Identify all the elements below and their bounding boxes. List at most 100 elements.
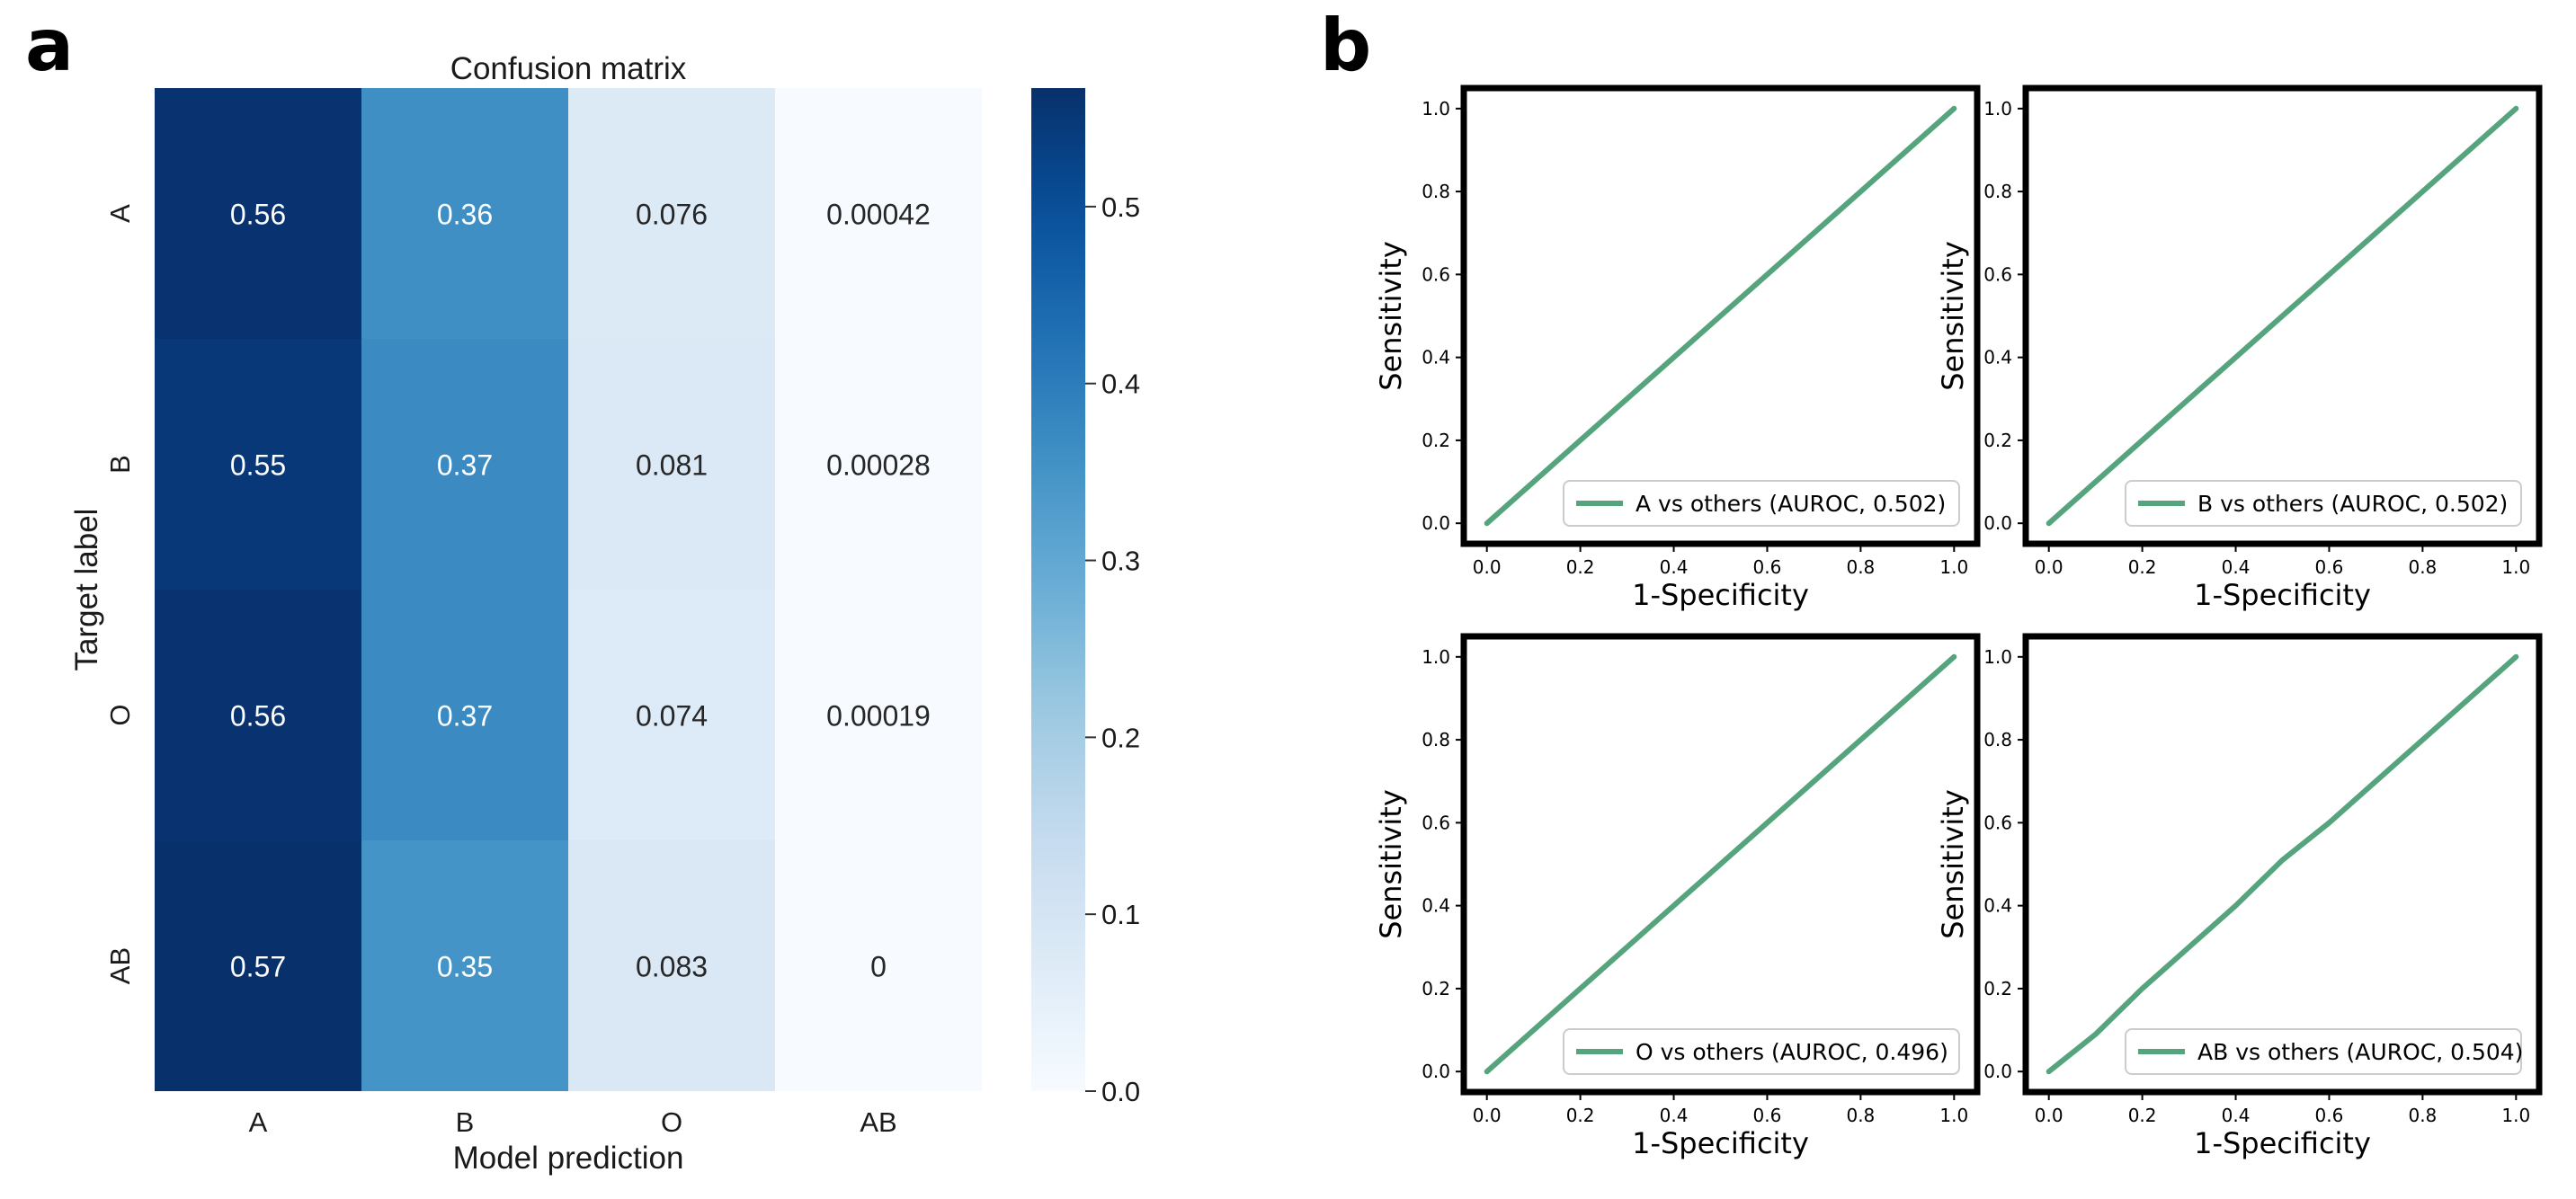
x-tick-label: 0.2 — [1566, 556, 1595, 578]
roc-plot-o: 0.0 0.0 0.2 0.2 0.4 0.4 0.6 0.6 0.8 0.8 1.0 1.0 O vs… — [1374, 633, 1981, 1160]
roc-ylabel: Sensitivity — [1936, 789, 1970, 939]
y-tick-label: 1.0 — [1983, 98, 2012, 120]
x-tick-label: 0.8 — [2408, 1105, 2437, 1126]
y-tick-label: 0.0 — [1983, 512, 2012, 534]
plot-frame — [2022, 84, 2543, 547]
roc-curve-b — [2046, 105, 2519, 527]
panel-letter-a: a — [25, 4, 74, 87]
y-tick-label: 0.4 — [1983, 895, 2012, 917]
heatmap-cell-label: 0.57 — [230, 951, 286, 983]
y-tick-label: O — [104, 704, 136, 725]
heatmap-cell-label: 0.081 — [636, 449, 708, 482]
x-tick-label: 0.6 — [2315, 556, 2344, 578]
x-tick-label: 0.2 — [2128, 1105, 2157, 1126]
panel-letter-b: b — [1320, 4, 1371, 87]
y-tick-label: 0.6 — [1983, 812, 2012, 833]
x-tick-label: 0.8 — [2408, 556, 2437, 578]
roc-xlabel: 1-Specificity — [1632, 1126, 1809, 1160]
roc-xlabel: 1-Specificity — [2194, 578, 2371, 612]
y-tick-label: 0.6 — [1422, 812, 1450, 833]
legend-label: O vs others (AUROC, 0.496) — [1636, 1039, 1948, 1065]
heatmap-cell-label: 0 — [870, 951, 887, 983]
roc-ylabel: Sensitivity — [1936, 241, 1970, 391]
heatmap-cell-label: 0.37 — [437, 449, 493, 482]
colorbar-tick-label: 0.1 — [1101, 899, 1140, 930]
heatmap-xlabel: Model prediction — [453, 1141, 684, 1176]
y-tick-label: 0.6 — [1422, 263, 1450, 285]
colorbar-tick-label: 0.4 — [1101, 369, 1140, 400]
x-tick-label: AB — [860, 1106, 896, 1138]
heatmap-cell — [775, 590, 982, 840]
heatmap-cell — [775, 88, 982, 339]
x-tick-label: 0.8 — [1846, 1105, 1875, 1126]
colorbar-tick-label: 0.5 — [1101, 191, 1140, 223]
y-tick-label: 0.0 — [1422, 512, 1450, 534]
y-tick-label: 1.0 — [1983, 646, 2012, 668]
legend-box — [1563, 1028, 1960, 1075]
heatmap-cell — [568, 590, 775, 840]
y-tick-label: 0.6 — [1983, 263, 2012, 285]
legend-box — [1563, 480, 1960, 527]
plot-frame — [1460, 84, 1981, 547]
heatmap-cell — [361, 840, 568, 1091]
heatmap-cell — [568, 840, 775, 1091]
x-tick-label: 1.0 — [1939, 1105, 1968, 1126]
x-tick-label: 0.0 — [2035, 556, 2063, 578]
roc-ylabel: Sensitivity — [1374, 241, 1408, 391]
colorbar-gradient — [1031, 88, 1085, 1091]
y-tick-label: 0.2 — [1422, 978, 1450, 999]
x-tick-label: O — [661, 1106, 682, 1138]
heatmap-cell — [775, 339, 982, 590]
plot-frame — [1460, 633, 1981, 1096]
heatmap-cell — [568, 339, 775, 590]
x-tick-label: 0.6 — [1753, 556, 1782, 578]
x-tick-label: A — [249, 1106, 268, 1138]
y-tick-label: B — [104, 455, 136, 474]
heatmap-title: Confusion matrix — [450, 51, 687, 86]
x-tick-label: 1.0 — [2501, 556, 2530, 578]
y-tick-label: 1.0 — [1422, 98, 1450, 120]
heatmap-cell — [155, 590, 361, 840]
heatmap-cell-label: 0.00042 — [826, 199, 931, 231]
heatmap-cell — [775, 840, 982, 1091]
x-tick-label: 0.6 — [2315, 1105, 2344, 1126]
legend-label: B vs others (AUROC, 0.502) — [2197, 491, 2508, 517]
heatmap-cell — [568, 88, 775, 339]
x-tick-label: B — [456, 1106, 475, 1138]
colorbar-tick-label: 0.2 — [1101, 722, 1140, 753]
x-tick-label: 0.4 — [2222, 1105, 2251, 1126]
heatmap-cell — [361, 88, 568, 339]
roc-curve-o — [1484, 653, 1957, 1075]
colorbar: 0.0 0.1 0.2 0.3 0.4 0.5 — [1031, 88, 1140, 1107]
heatmap-cell-label: 0.36 — [437, 199, 493, 231]
heatmap-cell-label: 0.00019 — [826, 700, 931, 733]
heatmap-cell-label: 0.083 — [636, 951, 708, 983]
x-tick-label: 0.0 — [1473, 556, 1502, 578]
x-tick-label: 0.6 — [1753, 1105, 1782, 1126]
x-tick-label: 1.0 — [2501, 1105, 2530, 1126]
plot-frame — [2022, 633, 2543, 1096]
x-tick-label: 0.2 — [1566, 1105, 1595, 1126]
y-tick-label: 0.8 — [1983, 181, 2012, 202]
heatmap-cell-label: 0.076 — [636, 199, 708, 231]
roc-xlabel: 1-Specificity — [2194, 1126, 2371, 1160]
legend-label: AB vs others (AUROC, 0.504) — [2197, 1039, 2523, 1065]
y-tick-label: 0.4 — [1422, 895, 1450, 917]
heatmap-ylabel: Target label — [69, 509, 104, 671]
x-tick-label: 0.2 — [2128, 556, 2157, 578]
y-tick-label: A — [104, 204, 136, 223]
y-tick-label: 0.4 — [1983, 347, 2012, 369]
heatmap-cell — [361, 590, 568, 840]
heatmap-cell-label: 0.56 — [230, 700, 286, 733]
y-tick-label: 1.0 — [1422, 646, 1450, 668]
roc-curve-a — [1484, 105, 1957, 527]
heatmap-cell — [155, 339, 361, 590]
x-tick-label: 1.0 — [1939, 556, 1968, 578]
y-tick-label: 0.8 — [1422, 181, 1450, 202]
x-tick-label: 0.8 — [1846, 556, 1875, 578]
roc-plot-ab: 0.0 0.0 0.2 0.2 0.4 0.4 0.6 0.6 0.8 0.8 1.0 1.0 AB v… — [1936, 633, 2543, 1160]
y-tick-label: 0.0 — [1983, 1061, 2012, 1082]
colorbar-tick-label: 0.3 — [1101, 546, 1140, 577]
confusion-matrix: Confusion matrix 0.56 0.36 0.076 0.00042 0.55… — [69, 51, 982, 1176]
